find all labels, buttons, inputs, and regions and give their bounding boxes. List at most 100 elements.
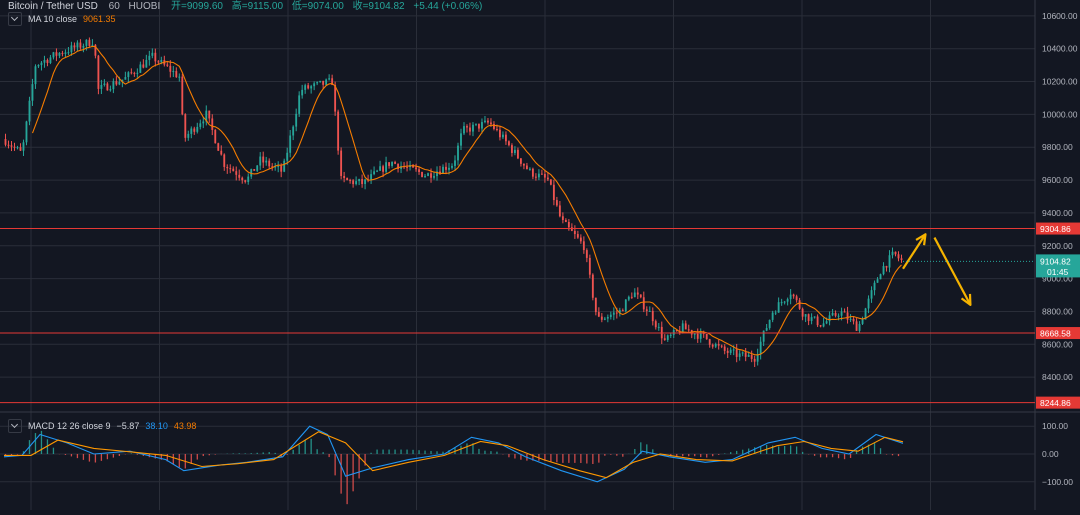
- candle: [142, 64, 145, 68]
- candle: [576, 234, 579, 238]
- macd-signal-value: 43.98: [173, 421, 197, 431]
- candle: [169, 65, 172, 72]
- candle: [91, 44, 94, 46]
- last-price-label: 9104.82: [1040, 256, 1071, 266]
- candle: [738, 353, 741, 357]
- candle: [28, 100, 31, 122]
- candle: [834, 312, 837, 316]
- level-price-label: 9304.86: [1040, 224, 1071, 234]
- candle: [645, 309, 648, 312]
- candle: [148, 55, 151, 60]
- candle: [762, 330, 765, 342]
- horizontal-levels[interactable]: 9304.86 8668.58 8244.86: [0, 222, 1080, 409]
- candle: [97, 55, 100, 89]
- candle: [346, 178, 349, 181]
- candle: [454, 160, 456, 166]
- candle: [825, 321, 828, 324]
- candle: [472, 124, 474, 132]
- candle: [445, 166, 447, 170]
- candle: [475, 123, 477, 125]
- close-value: 收=9104.82: [352, 1, 405, 12]
- candle: [493, 124, 495, 129]
- candle: [792, 294, 795, 297]
- candle: [4, 139, 7, 145]
- candle: [127, 72, 130, 78]
- candle: [304, 85, 307, 90]
- candle: [145, 59, 148, 68]
- price-tick-label: 10000.00: [1042, 109, 1078, 119]
- candle: [103, 83, 106, 86]
- candle: [882, 266, 885, 275]
- last-price-tag: [1036, 254, 1080, 278]
- candle: [109, 89, 112, 91]
- candle: [166, 64, 169, 66]
- candle: [52, 52, 55, 58]
- candle: [546, 177, 549, 180]
- candle: [705, 334, 708, 340]
- candle: [361, 179, 364, 184]
- candle: [433, 176, 435, 178]
- level-price-label: 8244.86: [1040, 398, 1071, 408]
- candle: [810, 317, 813, 321]
- candle: [337, 111, 340, 151]
- candle: [7, 144, 10, 146]
- candle: [627, 296, 630, 300]
- candle: [133, 72, 136, 74]
- candle: [217, 143, 220, 151]
- change-value: +5.44 (+0.06%): [413, 1, 483, 12]
- candle: [190, 128, 193, 134]
- candle: [415, 167, 417, 170]
- candle: [448, 167, 450, 170]
- arrow-up[interactable]: [902, 233, 927, 270]
- timeframe[interactable]: 60: [108, 1, 120, 12]
- candle: [352, 180, 355, 185]
- price-tick-label: 8600.00: [1042, 339, 1073, 349]
- candle: [136, 72, 139, 74]
- candle: [412, 164, 414, 168]
- candle: [334, 85, 337, 112]
- candle: [439, 171, 441, 174]
- candle: [732, 349, 735, 351]
- candle: [843, 311, 846, 313]
- candle: [436, 171, 438, 177]
- candle: [85, 39, 88, 46]
- candle: [316, 82, 319, 84]
- candle: [849, 318, 852, 320]
- arrow-down[interactable]: [933, 237, 972, 306]
- collapse-chevron-icon[interactable]: [8, 12, 22, 26]
- candle: [828, 315, 831, 322]
- candle: [43, 60, 46, 63]
- low-value: 低=9074.00: [291, 1, 344, 12]
- candle: [466, 126, 468, 128]
- candle: [271, 166, 274, 168]
- annotation-arrows[interactable]: [902, 233, 972, 306]
- candle: [61, 52, 64, 54]
- candle: [121, 79, 124, 82]
- price-axis[interactable]: 10600.00 10400.00 10200.00 10000.00 9800.00 9…: [903, 11, 1080, 487]
- open-value: 开=9099.60: [171, 1, 223, 12]
- price-tick-label: 8400.00: [1042, 372, 1073, 382]
- candle: [591, 274, 594, 298]
- candle: [747, 354, 750, 357]
- candle: [73, 45, 76, 48]
- candle: [79, 42, 82, 48]
- candle: [633, 292, 636, 298]
- candle: [579, 237, 582, 242]
- candle: [861, 319, 864, 324]
- candle: [283, 160, 286, 172]
- ma-line: [31, 45, 902, 356]
- candle: [187, 133, 190, 138]
- candle: [424, 175, 426, 177]
- macd-line-value: 38.10: [145, 421, 168, 431]
- candle: [858, 323, 861, 331]
- candle: [723, 346, 726, 351]
- collapse-chevron-icon[interactable]: [8, 419, 22, 433]
- countdown-label: 01:45: [1047, 267, 1069, 277]
- price-tick-label: 9400.00: [1042, 208, 1073, 218]
- candle: [624, 299, 627, 312]
- candle: [636, 292, 639, 295]
- candle: [385, 162, 388, 172]
